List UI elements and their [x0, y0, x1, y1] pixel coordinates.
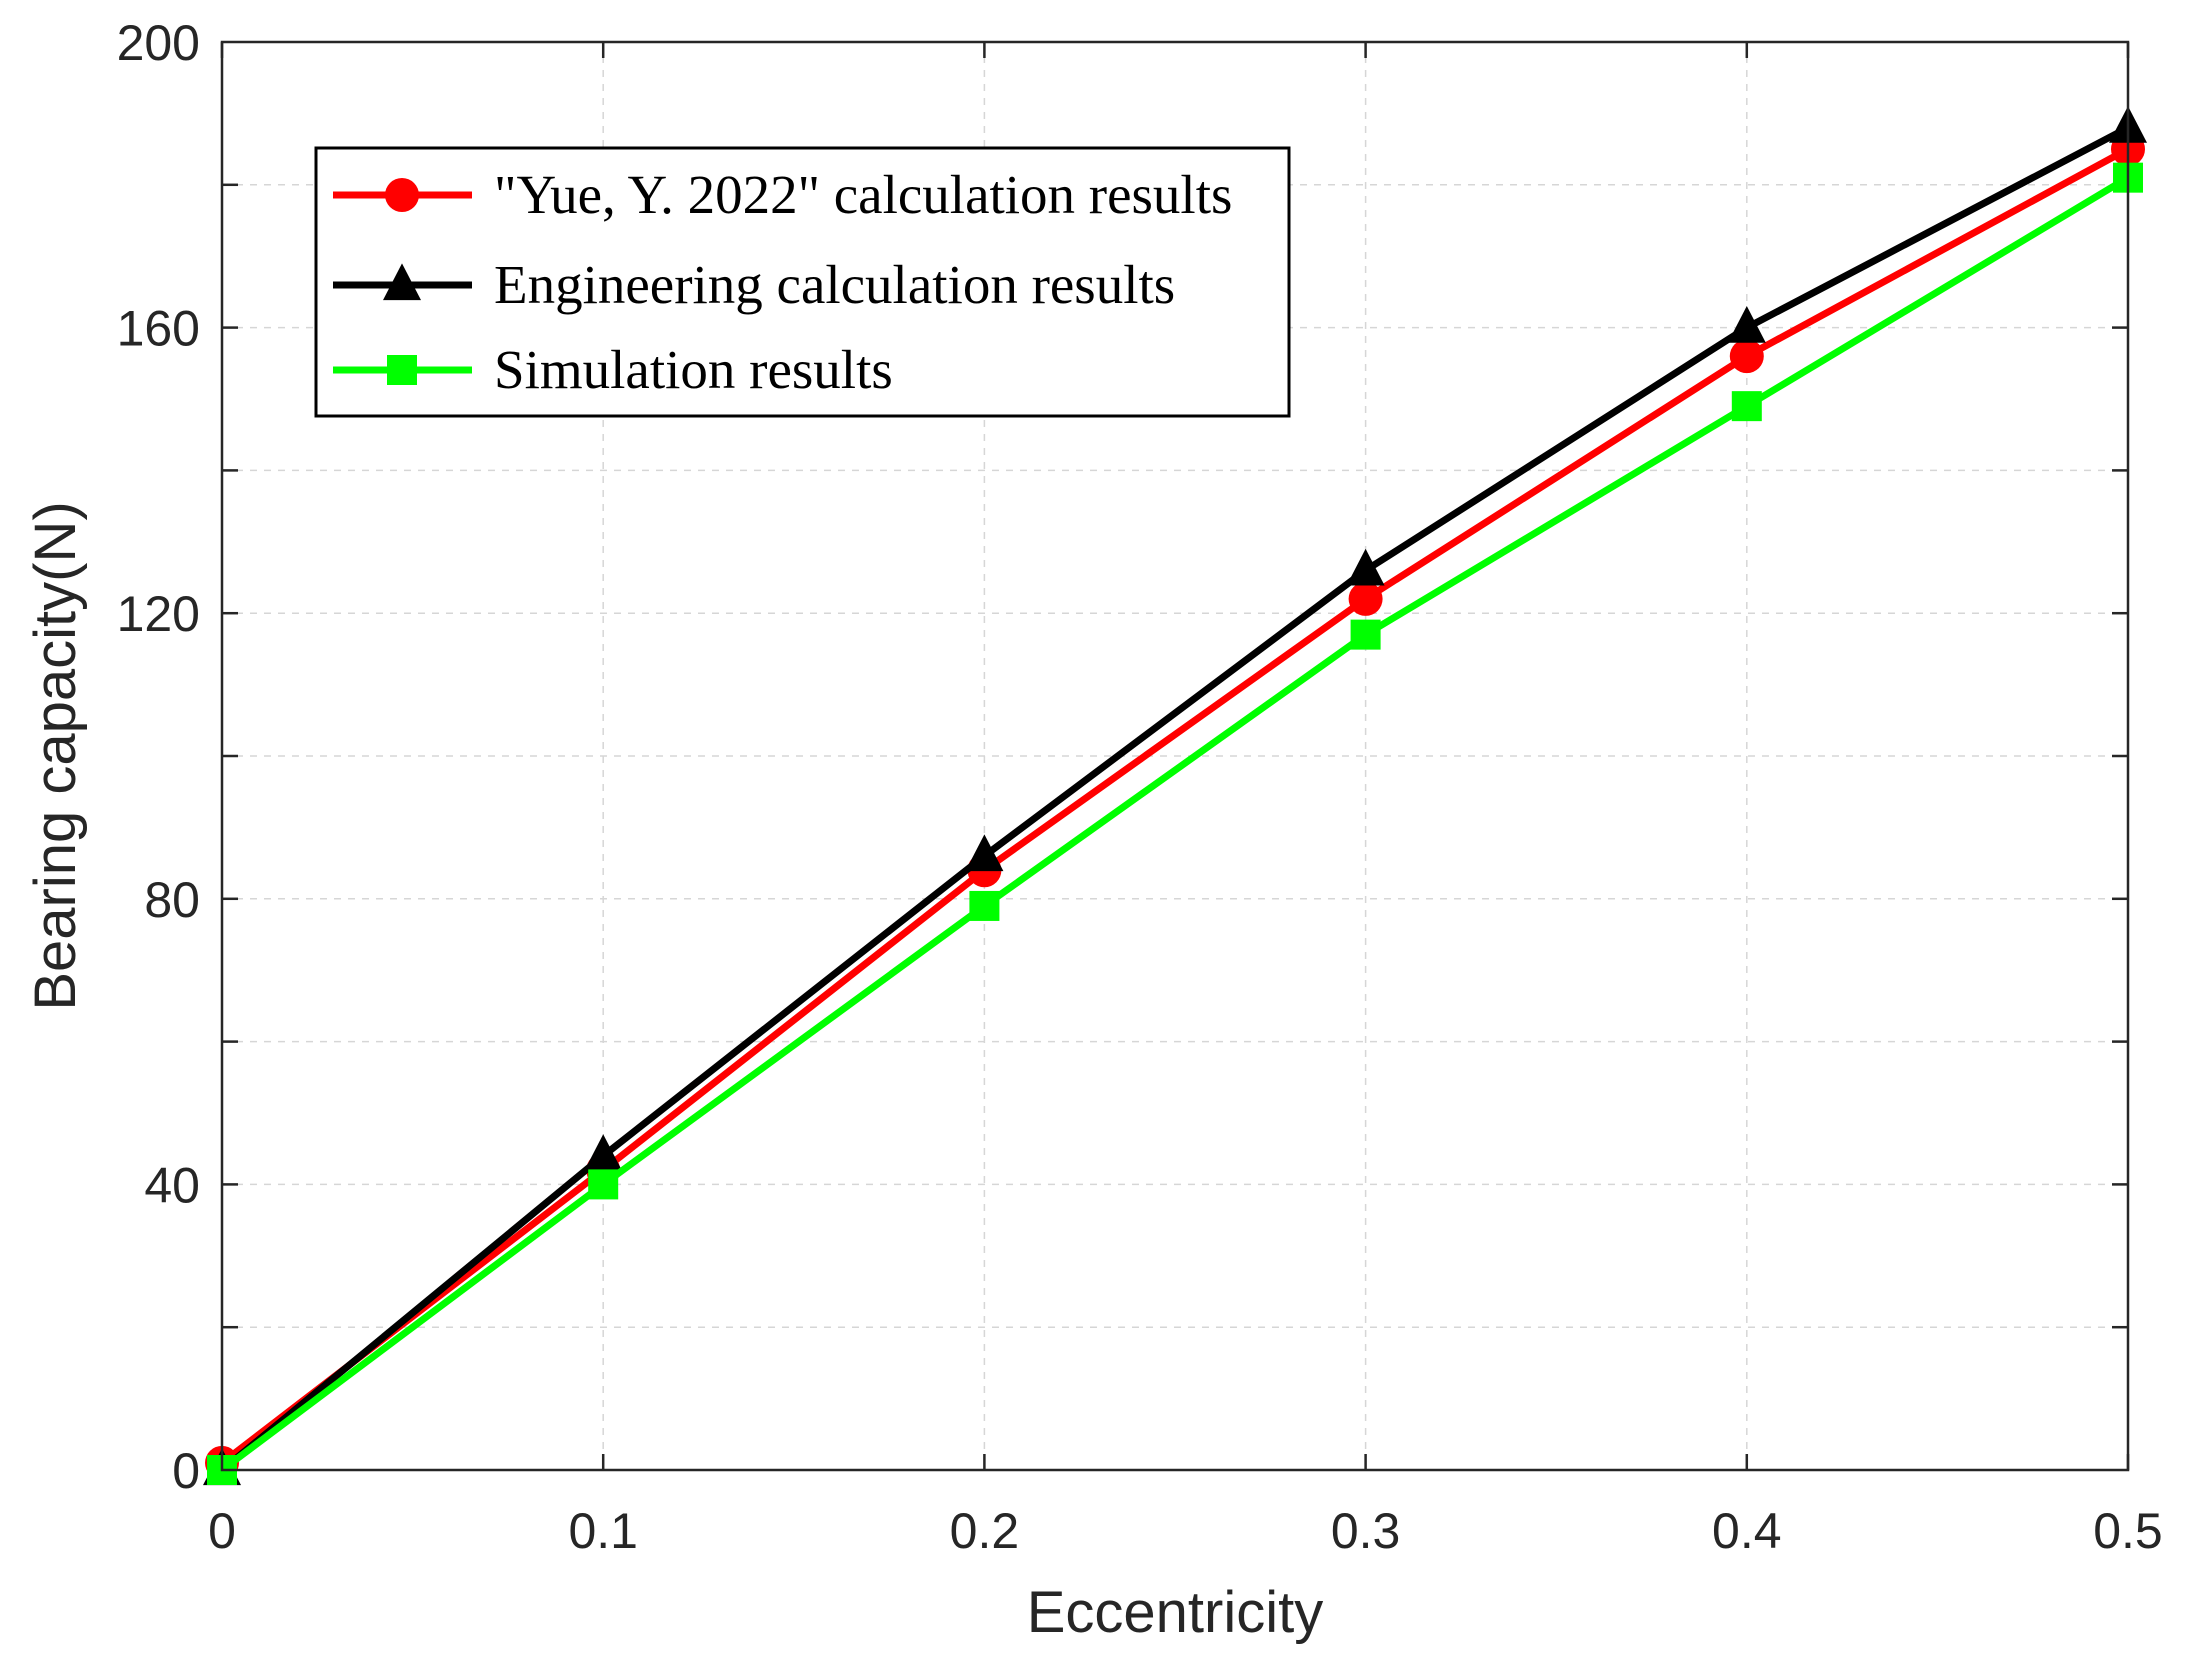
x-tick-label: 0.3	[1331, 1503, 1401, 1559]
legend-label: Engineering calculation results	[494, 254, 1175, 315]
series-3	[207, 162, 2143, 1485]
y-axis-label: Bearing capacity(N)	[23, 501, 88, 1010]
legend-entry: Simulation results	[333, 339, 893, 400]
x-axis-label: Eccentricity	[1027, 1580, 1324, 1645]
data-point-triangle	[1727, 306, 1766, 343]
y-tick-label: 200	[117, 15, 200, 71]
series-line	[219, 124, 2130, 1473]
data-point-square	[969, 890, 1000, 921]
legend-marker-circle	[385, 178, 419, 212]
y-tick-label: 40	[144, 1157, 200, 1213]
x-tick-label: 0	[208, 1503, 236, 1559]
series-line	[219, 174, 2130, 1473]
x-tick-label: 0.2	[950, 1503, 1020, 1559]
x-tick-label: 0.4	[1712, 1503, 1782, 1559]
plot-frame	[220, 40, 2130, 1472]
legend-entry: Engineering calculation results	[333, 254, 1175, 315]
data-point-triangle	[1346, 548, 1385, 586]
x-tick-label: 0.5	[2093, 1503, 2163, 1559]
series-line	[219, 146, 2130, 1466]
x-tick-labels: 0 0.1 0.2 0.3 0.4 0.5	[208, 1503, 2163, 1559]
legend-label: "Yue, Y. 2022" calculation results	[494, 164, 1232, 225]
legend: "Yue, Y. 2022" calculation results Engine…	[314, 146, 1291, 418]
x-tick-label: 0.1	[568, 1503, 638, 1559]
legend-label: Simulation results	[494, 339, 893, 400]
y-tick-label: 120	[117, 586, 200, 642]
data-point-square	[1350, 619, 1381, 650]
data-point-triangle	[965, 834, 1004, 872]
legend-marker-square	[387, 355, 417, 385]
y-tick-label: 80	[144, 872, 200, 928]
legend-box	[314, 146, 1291, 418]
y-tick-labels: 0 40 80 120 160 200	[117, 15, 200, 1499]
data-point-circle	[1348, 581, 1383, 616]
y-tick-label: 160	[117, 301, 200, 357]
data-point-circle	[1729, 339, 1764, 374]
legend-entry: "Yue, Y. 2022" calculation results	[333, 164, 1232, 225]
data-point-square	[588, 1169, 619, 1200]
y-tick-label: 0	[172, 1443, 200, 1499]
data-point-square	[1731, 391, 1762, 422]
series	[203, 106, 2147, 1486]
legend-marker-triangle	[383, 263, 421, 301]
data-point-triangle	[584, 1134, 623, 1171]
